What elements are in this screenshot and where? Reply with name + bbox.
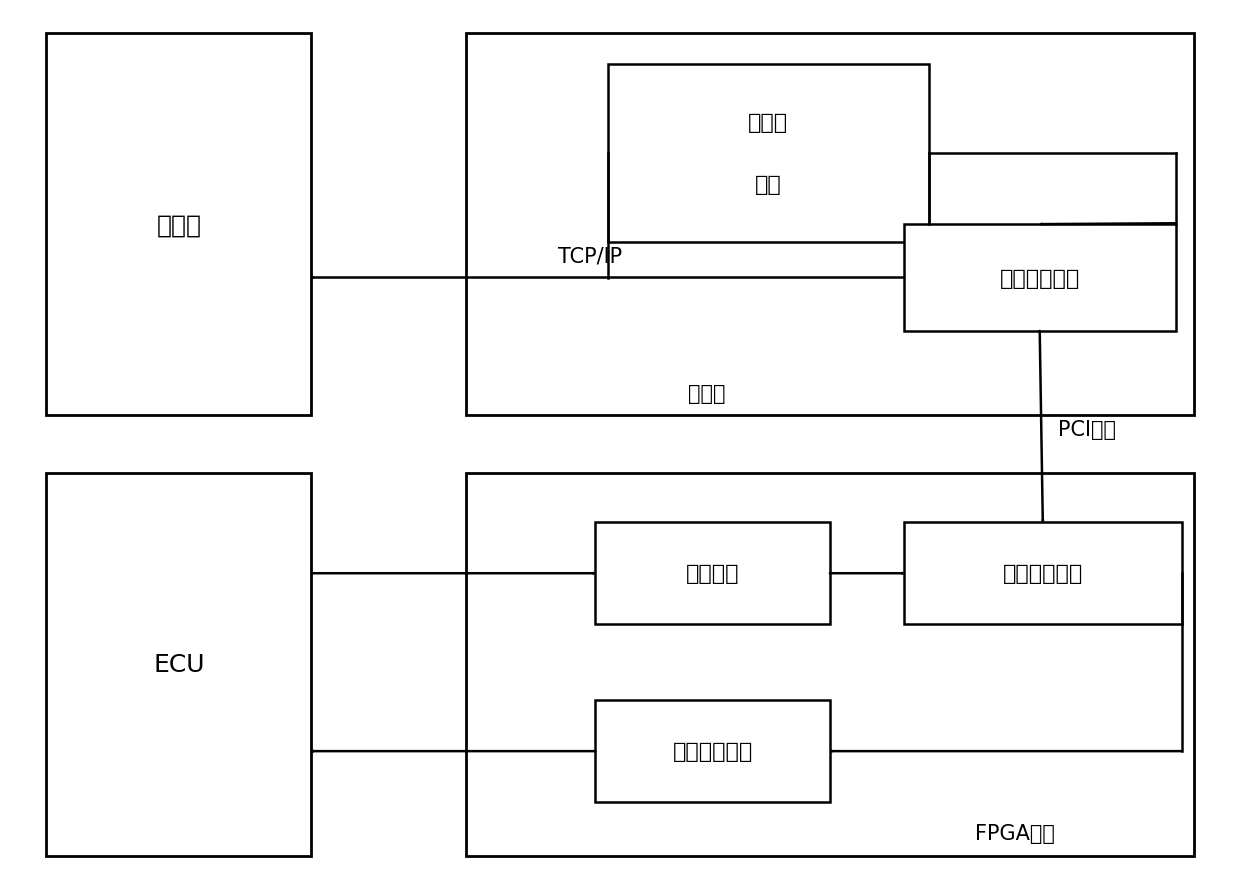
Text: 发动机: 发动机 xyxy=(748,113,789,132)
Bar xyxy=(595,700,830,803)
Text: FPGA板卡: FPGA板卡 xyxy=(975,823,1055,843)
Text: 目标机: 目标机 xyxy=(688,384,725,404)
Text: 模型: 模型 xyxy=(755,175,781,195)
Text: 宿主机: 宿主机 xyxy=(156,213,202,237)
Bar xyxy=(595,522,830,625)
Text: 检测模块: 检测模块 xyxy=(686,563,739,583)
Text: 数据交互模块: 数据交互模块 xyxy=(1003,563,1084,583)
Bar xyxy=(608,65,929,242)
Bar xyxy=(466,474,1194,856)
Text: 驱动运算模块: 驱动运算模块 xyxy=(999,268,1080,288)
Bar xyxy=(46,474,311,856)
Text: TCP/IP: TCP/IP xyxy=(558,246,622,266)
Text: PCI总线: PCI总线 xyxy=(1058,419,1116,439)
Bar xyxy=(904,225,1176,332)
Bar xyxy=(466,34,1194,416)
Bar xyxy=(904,522,1182,625)
Text: 信号产生模块: 信号产生模块 xyxy=(672,741,753,761)
Bar xyxy=(46,34,311,416)
Text: ECU: ECU xyxy=(154,653,205,677)
